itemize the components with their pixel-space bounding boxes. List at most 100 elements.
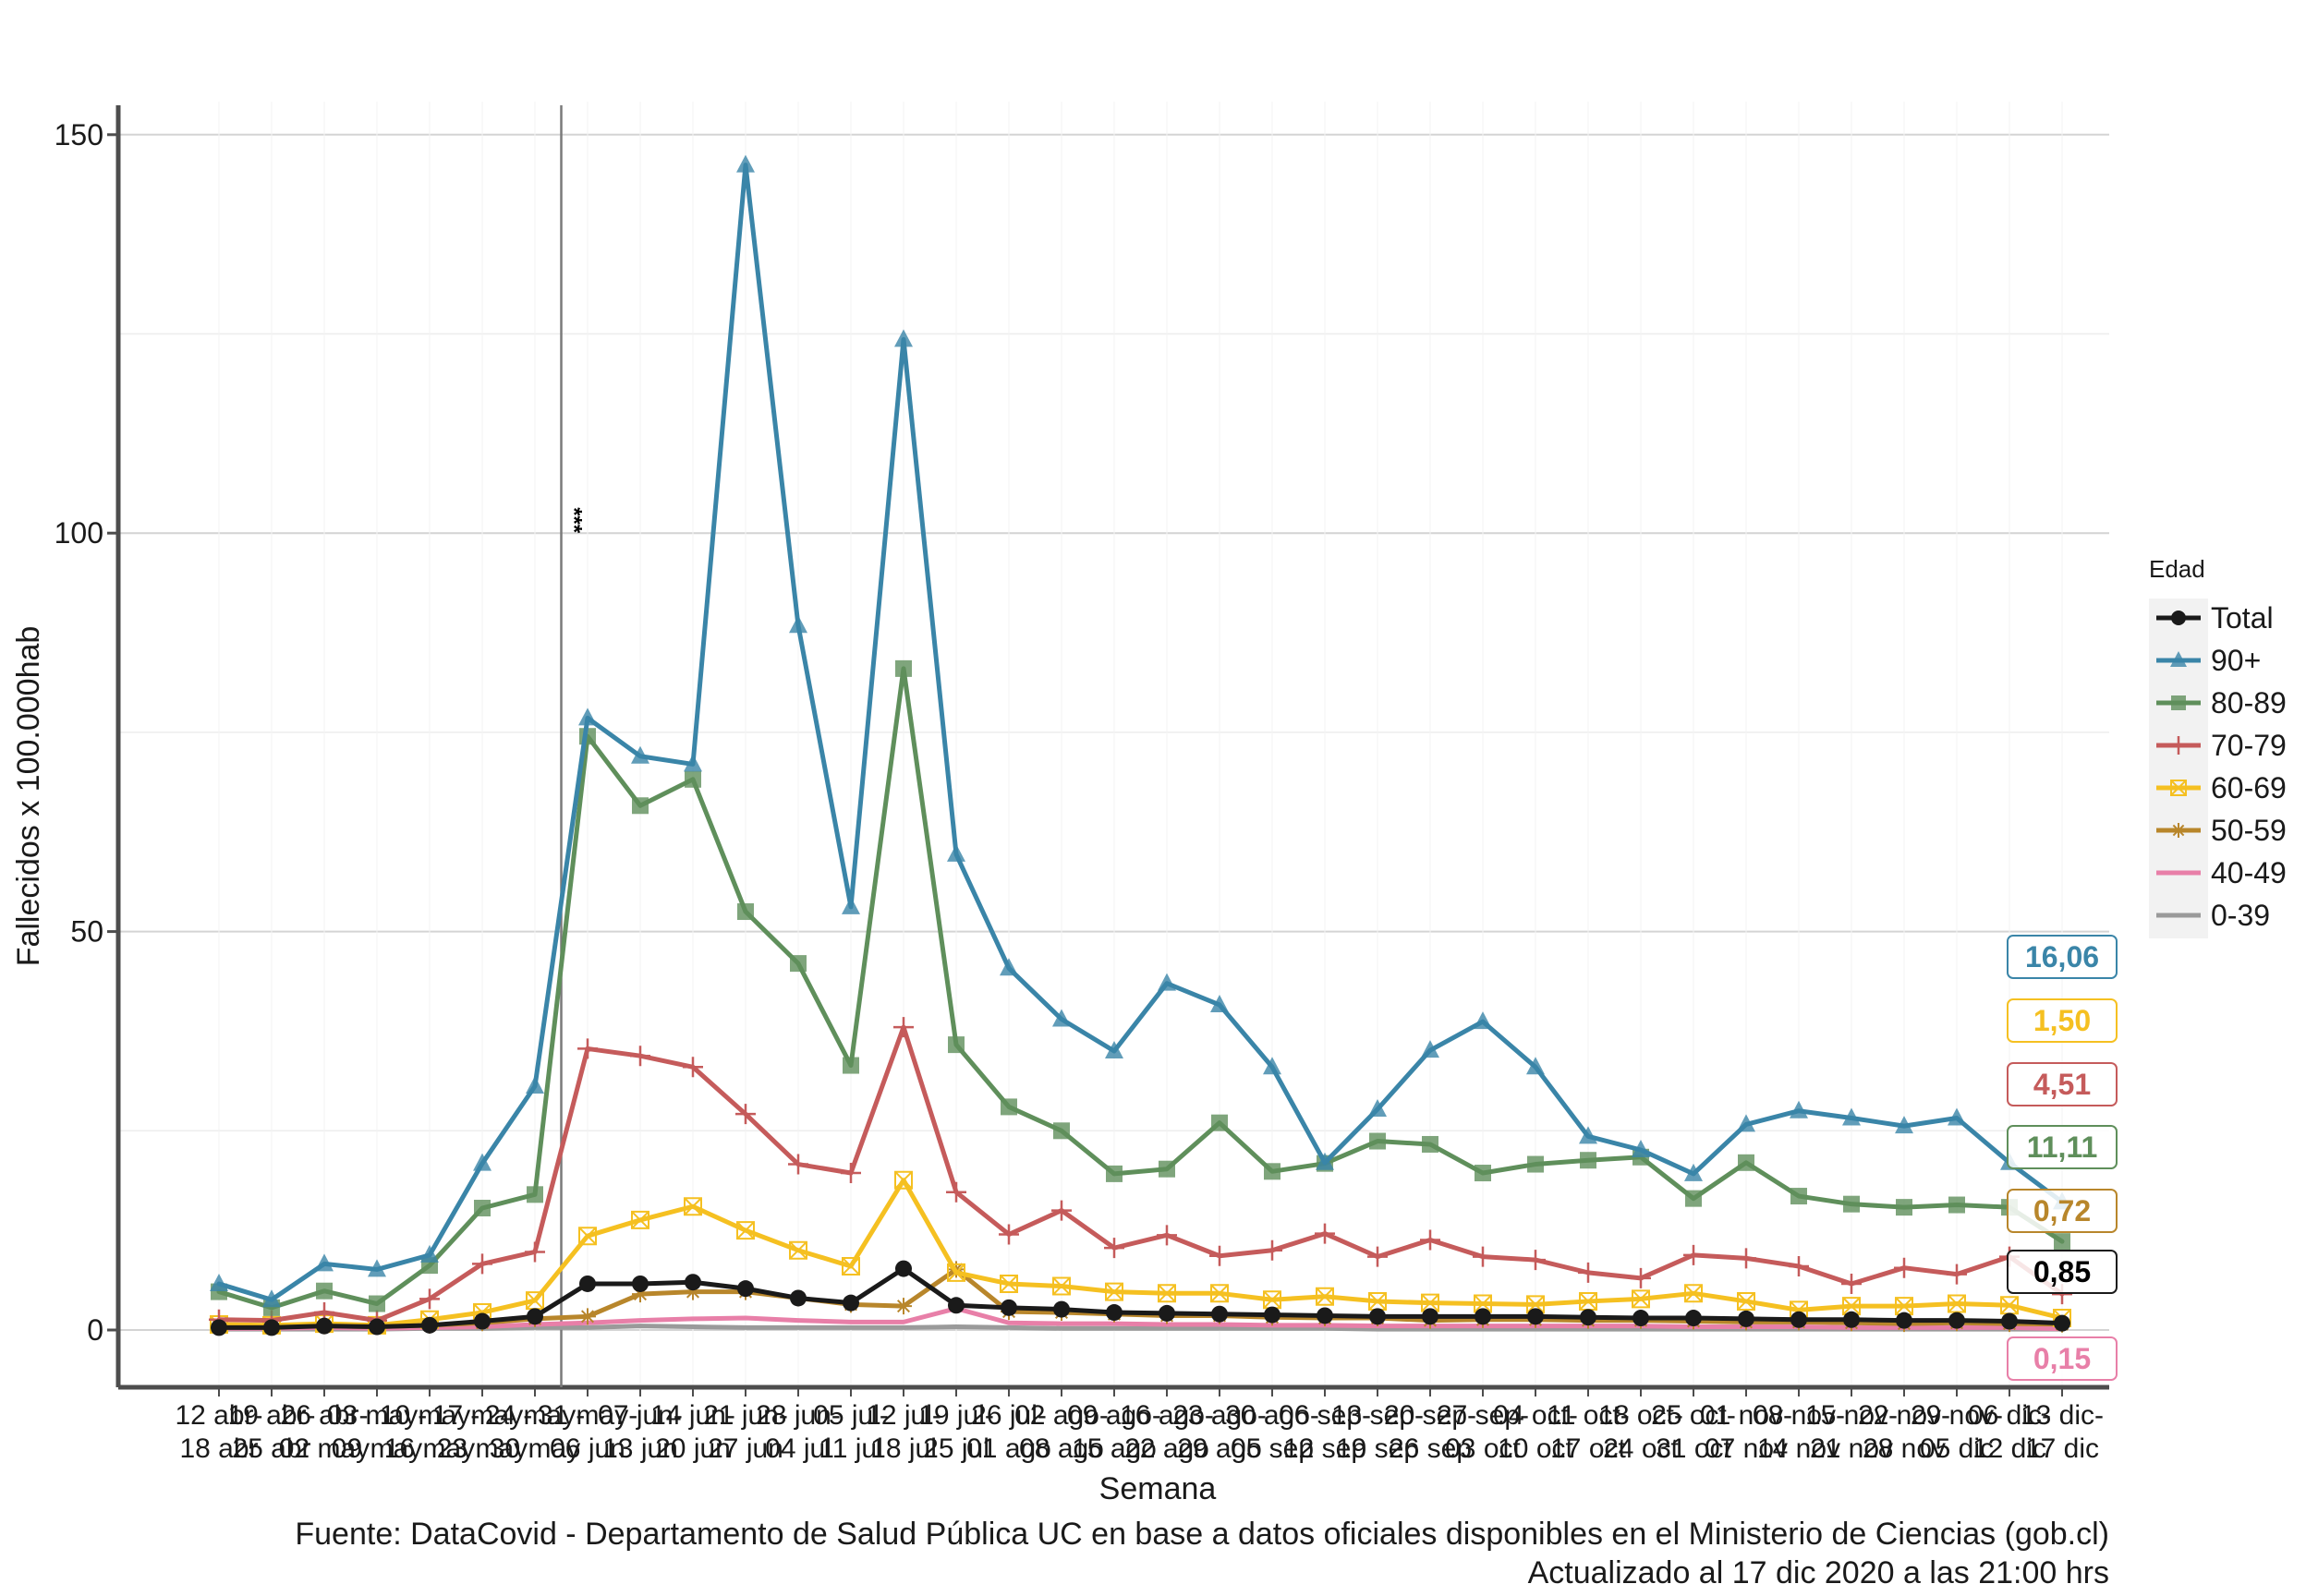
end-label: 0,72 (2008, 1190, 2117, 1232)
data-point (1631, 1268, 1651, 1288)
data-point (737, 1280, 754, 1297)
series-line (219, 1027, 2062, 1321)
legend-label: 0-39 (2211, 899, 2270, 932)
data-point (789, 615, 807, 633)
end-label-text: 11,11 (2027, 1130, 2098, 1164)
legend-label: 90+ (2211, 644, 2261, 677)
data-point (843, 1058, 859, 1074)
y-tick-label: 150 (55, 118, 103, 151)
data-point (263, 1319, 280, 1336)
data-point (1264, 1163, 1280, 1179)
caption-source: Fuente: DataCovid - Departamento de Salu… (295, 1517, 2109, 1552)
data-point (1527, 1156, 1544, 1173)
end-label: 16,06 (2008, 936, 2117, 978)
legend: EdadTotal90+80-8970-7960-6950-5940-490-3… (2149, 555, 2287, 938)
data-point (632, 797, 649, 814)
data-point (1685, 1310, 1702, 1326)
data-point (737, 903, 754, 920)
line-chart: *** 050100150 12 abr-18 abr19 abr-25 abr… (0, 0, 2306, 1596)
x-axis-title: Semana (1099, 1471, 1217, 1506)
data-point (2054, 1233, 2070, 1250)
series-90- (210, 155, 2071, 1308)
data-point (1843, 1196, 1860, 1213)
data-point (1632, 1310, 1649, 1326)
data-point (895, 660, 912, 677)
data-point (369, 1296, 385, 1312)
end-label: 0,15 (2008, 1337, 2117, 1380)
legend-label: 40-49 (2211, 856, 2287, 889)
data-point (2054, 1315, 2070, 1332)
data-point (1578, 1263, 1598, 1283)
end-label-text: 16,06 (2025, 940, 2099, 973)
end-label-text: 0,15 (2033, 1342, 2091, 1375)
data-point (1896, 1312, 1912, 1329)
data-point (1473, 1247, 1493, 1267)
data-point (578, 707, 597, 725)
data-point (841, 1163, 861, 1183)
series-80-89 (211, 660, 2070, 1316)
data-point (1367, 1247, 1388, 1267)
legend-label: 60-69 (2211, 771, 2287, 804)
end-label-text: 1,50 (2033, 1004, 2091, 1037)
data-point (1001, 1300, 1017, 1316)
data-point (2171, 611, 2186, 625)
data-point (1211, 1306, 1228, 1323)
data-point (1896, 1199, 1912, 1215)
data-point (1580, 1309, 1596, 1325)
end-label: 4,51 (2008, 1063, 2117, 1106)
data-point (1000, 958, 1018, 975)
y-tick-label: 100 (55, 516, 103, 550)
data-point (1369, 1133, 1386, 1150)
data-point (842, 897, 860, 914)
x-axis-ticks: 12 abr-18 abr19 abr-25 abr26 abr-02 may0… (175, 1387, 2104, 1464)
legend-key-background (2149, 598, 2208, 938)
data-point (736, 155, 755, 173)
data-point (1738, 1311, 1754, 1327)
legend-label: 50-59 (2211, 814, 2287, 847)
data-point (2171, 695, 2186, 710)
data-point (211, 1319, 227, 1336)
data-point (527, 1308, 543, 1324)
data-point (894, 330, 913, 347)
series-lines (209, 155, 2072, 1336)
data-point (1422, 1136, 1438, 1153)
data-point (790, 1289, 807, 1306)
data-point (1948, 1197, 1965, 1214)
data-point (947, 844, 965, 862)
data-point (1053, 1122, 1070, 1139)
data-point (1736, 1248, 1756, 1268)
series-line (219, 1269, 2062, 1328)
data-point (316, 1283, 333, 1300)
data-point (1420, 1230, 1440, 1251)
y-tick-label: 50 (70, 915, 103, 949)
data-point (2171, 823, 2186, 838)
data-point (1894, 1258, 1914, 1278)
data-point (421, 1317, 438, 1334)
data-point (1106, 1166, 1123, 1182)
data-point (1948, 1107, 1966, 1125)
data-point (1262, 1240, 1282, 1261)
data-point (1790, 1312, 1807, 1328)
data-point (474, 1313, 491, 1330)
data-point (1841, 1274, 1862, 1294)
end-label: 11,11 (2008, 1126, 2117, 1168)
data-point (1789, 1256, 1809, 1276)
data-point (1527, 1308, 1544, 1324)
data-point (948, 1036, 965, 1053)
data-point (1685, 1191, 1702, 1207)
grid-lines (118, 102, 2109, 1387)
data-point (685, 771, 701, 788)
data-point (1422, 1308, 1438, 1324)
data-point (1580, 1152, 1596, 1168)
data-point (1159, 1305, 1175, 1322)
legend-label: 70-79 (2211, 729, 2287, 762)
data-point (895, 1261, 912, 1277)
data-point (1264, 1307, 1280, 1324)
y-tick-label: 0 (87, 1313, 103, 1347)
series-70-79 (209, 1017, 2072, 1331)
data-point (2001, 1313, 2018, 1330)
data-point (1525, 1250, 1546, 1270)
end-label-text: 0,85 (2033, 1255, 2091, 1288)
data-point (630, 1046, 650, 1066)
data-point (1474, 1011, 1492, 1029)
